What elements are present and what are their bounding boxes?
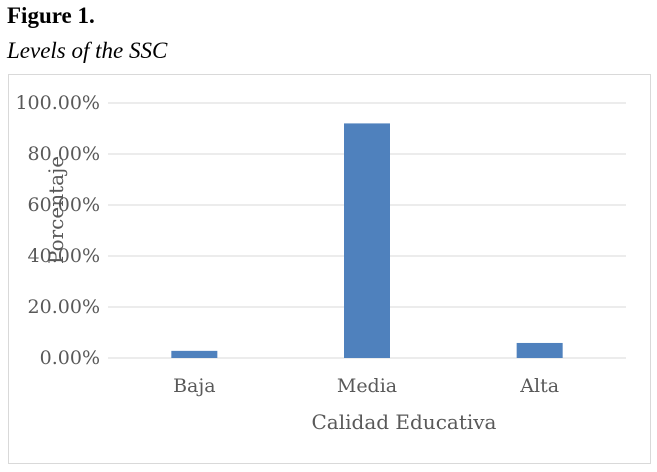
figure-caption: Levels of the SSC bbox=[7, 38, 168, 63]
y-axis-title: Porcentaje bbox=[44, 156, 68, 264]
bars bbox=[171, 123, 563, 359]
x-axis-title: Calidad Educativa bbox=[312, 410, 497, 434]
y-tick-label: 40.00% bbox=[28, 245, 100, 267]
x-tick-label-baja: Baja bbox=[173, 375, 216, 397]
y-tick-label: 60.00% bbox=[28, 194, 100, 216]
chart-frame: 0.00% 20.00% 40.00% 60.00% 80.00% 100.00% Baj… bbox=[8, 74, 651, 464]
bar-chart: 0.00% 20.00% 40.00% 60.00% 80.00% 100.00% Baj… bbox=[15, 92, 626, 434]
x-tick-labels: Baja Media Alta bbox=[173, 375, 559, 397]
y-tick-label: 20.00% bbox=[28, 296, 100, 318]
bar-baja bbox=[171, 350, 218, 358]
bar-media bbox=[344, 123, 390, 359]
y-tick-label: 80.00% bbox=[28, 143, 100, 165]
x-tick-label-alta: Alta bbox=[519, 375, 559, 397]
bar-alta bbox=[516, 342, 563, 358]
x-tick-label-media: Media bbox=[337, 375, 397, 397]
y-tick-labels: 0.00% 20.00% 40.00% 60.00% 80.00% 100.00% bbox=[15, 92, 100, 369]
y-tick-label: 100.00% bbox=[15, 92, 100, 114]
y-tick-label: 0.00% bbox=[40, 347, 100, 369]
figure-label: Figure 1. bbox=[7, 3, 95, 28]
